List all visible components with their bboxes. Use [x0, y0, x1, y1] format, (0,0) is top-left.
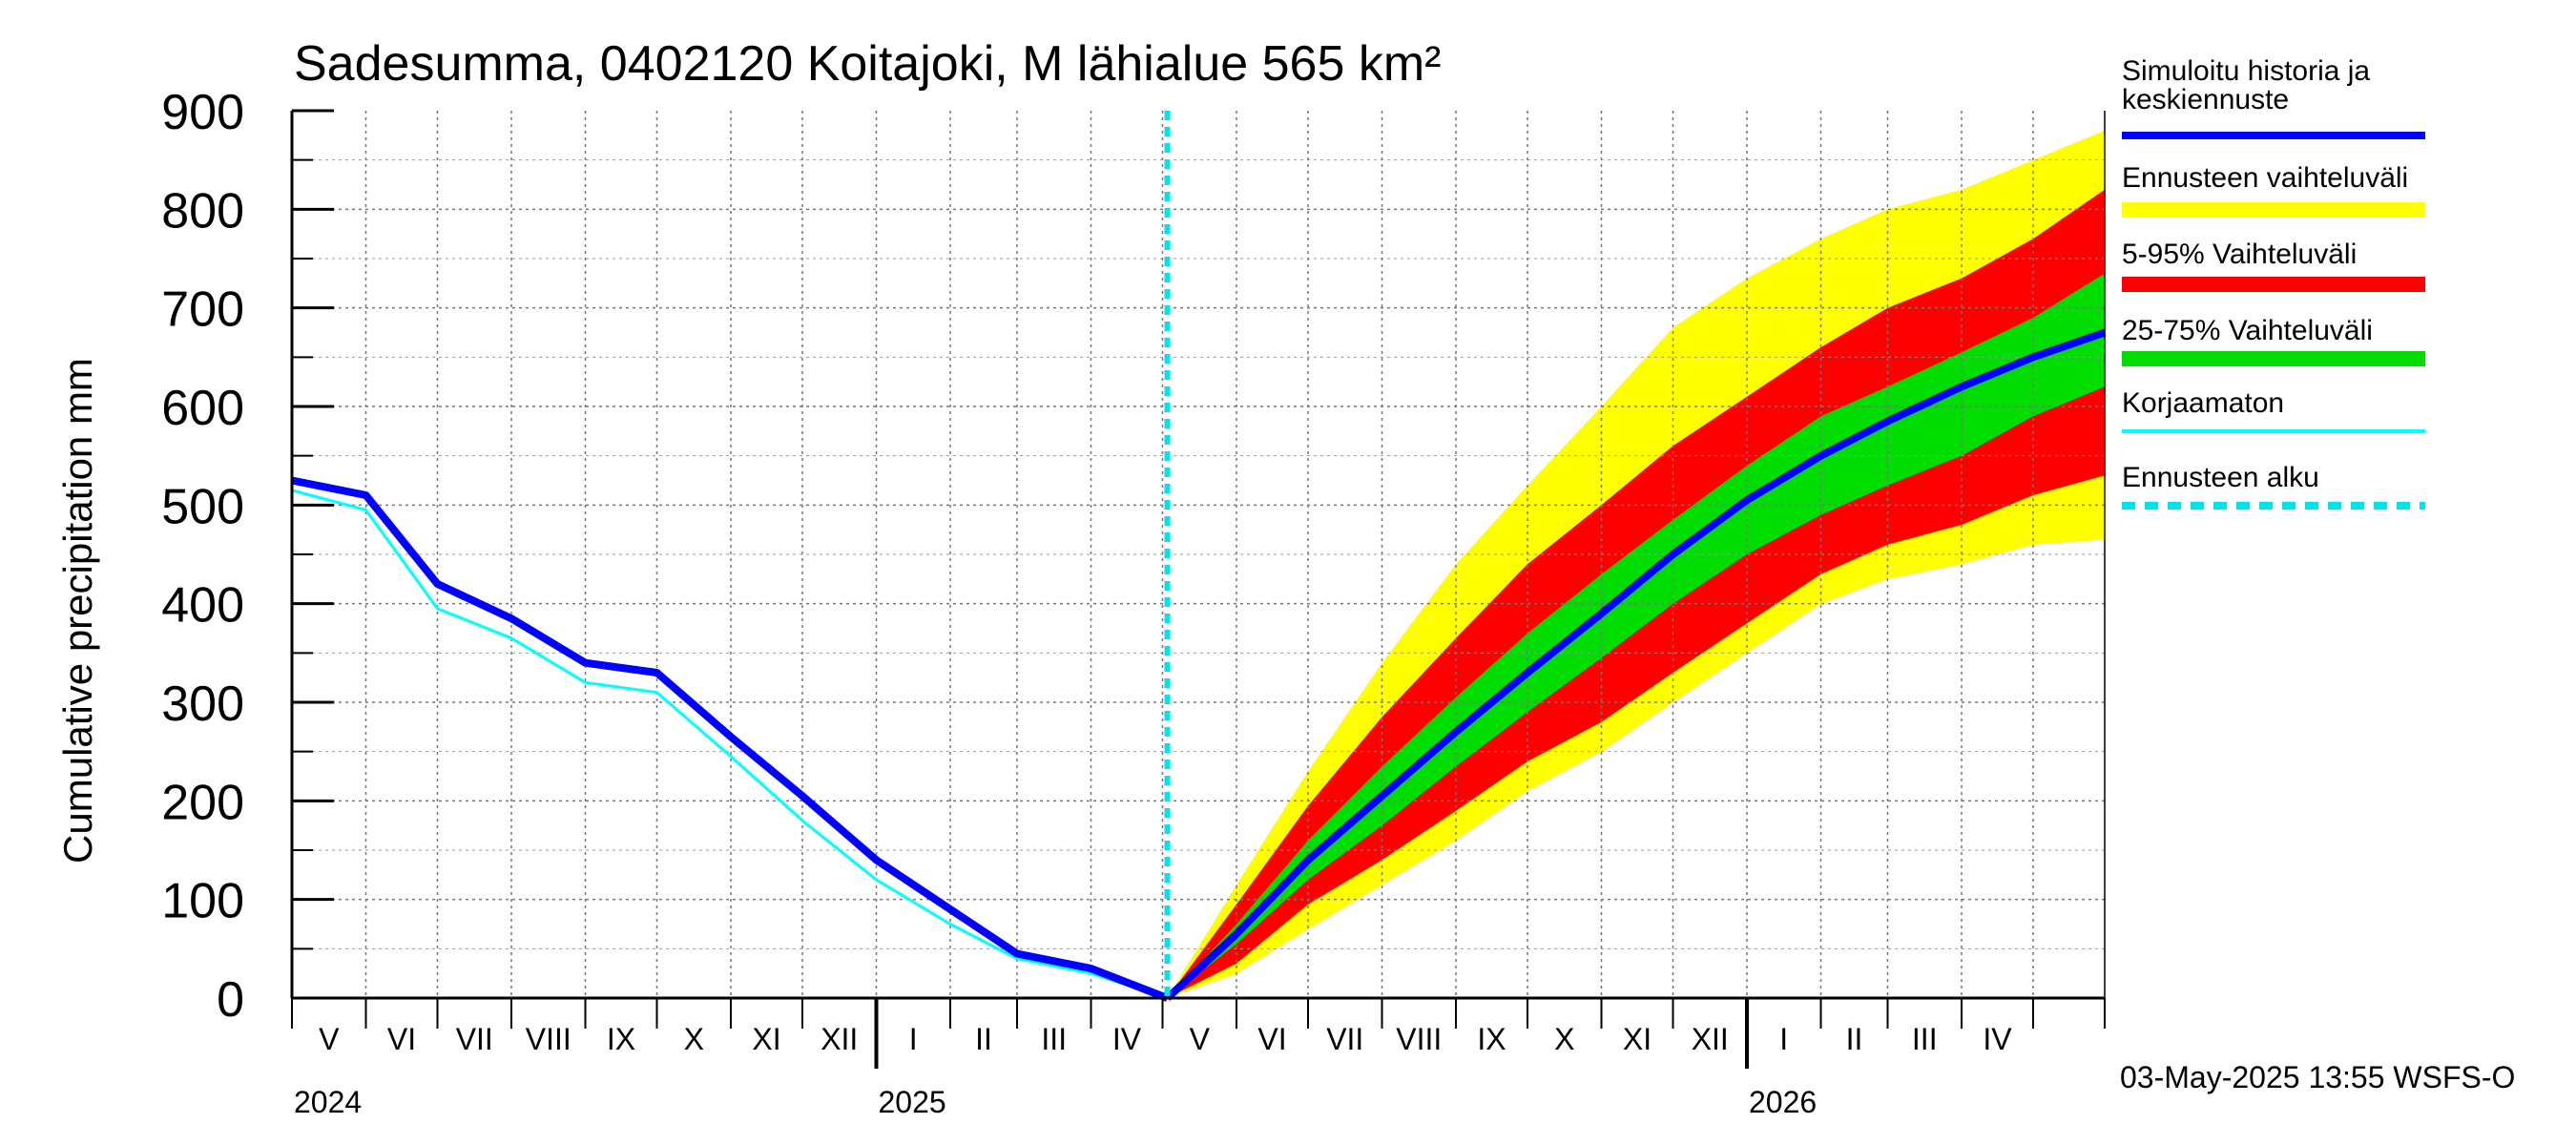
- legend-label: Simuloitu historia ja: [2122, 55, 2370, 87]
- legend-label: 5-95% Vaihteluväli: [2122, 239, 2357, 270]
- month-label: III: [1912, 1022, 1938, 1056]
- y-tick-label: 500: [161, 479, 244, 534]
- month-label: IV: [1112, 1022, 1142, 1056]
- y-tick-label: 700: [161, 282, 244, 338]
- month-label: IX: [607, 1022, 635, 1056]
- uncorrected-line: [291, 489, 1168, 1000]
- month-label: XII: [1692, 1022, 1729, 1056]
- median-forecast-line: [1164, 328, 2107, 1001]
- grid-lines: [292, 111, 2105, 998]
- year-label: 2025: [879, 1085, 946, 1119]
- month-label: VII: [456, 1022, 493, 1056]
- timestamp-footer: 03-May-2025 13:55 WSFS-O: [2120, 1060, 2515, 1094]
- month-label: VIII: [526, 1022, 571, 1056]
- band-25-75: [1167, 273, 2105, 998]
- legend-label: Korjaamaton: [2122, 387, 2284, 419]
- month-label: II: [975, 1022, 992, 1056]
- month-label: XI: [752, 1022, 780, 1056]
- month-label: VI: [387, 1022, 416, 1056]
- chart-title: Sadesumma, 0402120 Koitajoki, M lähialue…: [294, 36, 1441, 92]
- month-label: XII: [821, 1022, 858, 1056]
- y-tick-label: 100: [161, 874, 244, 929]
- y-tick-label: 900: [161, 85, 244, 140]
- legend-label: Ennusteen alku: [2122, 462, 2319, 493]
- month-label: III: [1041, 1022, 1067, 1056]
- simulated-history-line: [291, 476, 1169, 1002]
- x-axis: V VI VII VIII IX X XI XII I II III IV V VI VII VIII IX X X…: [291, 998, 2106, 1119]
- month-label: V: [319, 1022, 340, 1056]
- y-tick-label: 300: [161, 677, 244, 732]
- series-lines: [291, 111, 2107, 1002]
- year-label: 2024: [294, 1085, 362, 1119]
- y-tick-label: 600: [161, 381, 244, 436]
- y-tick-label: 400: [161, 578, 244, 634]
- y-tick-label: 200: [161, 775, 244, 830]
- y-tick-label: 800: [161, 183, 244, 239]
- month-label: VIII: [1396, 1022, 1442, 1056]
- y-axis-label: Cumulative precipitation mm: [55, 358, 100, 864]
- legend-label: 25-75% Vaihteluväli: [2122, 315, 2373, 346]
- month-label: X: [1554, 1022, 1574, 1056]
- month-label: VI: [1257, 1022, 1286, 1056]
- y-axis: 0 100 200 300 400 500 600 700 800 900: [161, 85, 334, 1028]
- month-label: II: [1846, 1022, 1863, 1056]
- legend-label: Ennusteen vaihteluväli: [2122, 162, 2408, 194]
- month-label: X: [684, 1022, 704, 1056]
- month-label: I: [909, 1022, 918, 1056]
- y-tick-label: 0: [217, 972, 244, 1028]
- month-label: IV: [1983, 1022, 2012, 1056]
- month-label: IX: [1477, 1022, 1506, 1056]
- month-label: V: [1190, 1022, 1211, 1056]
- month-label: VII: [1326, 1022, 1363, 1056]
- month-label: XI: [1623, 1022, 1652, 1056]
- legend-label: keskiennuste: [2122, 84, 2289, 115]
- year-label: 2026: [1749, 1085, 1817, 1119]
- month-label: I: [1779, 1022, 1788, 1056]
